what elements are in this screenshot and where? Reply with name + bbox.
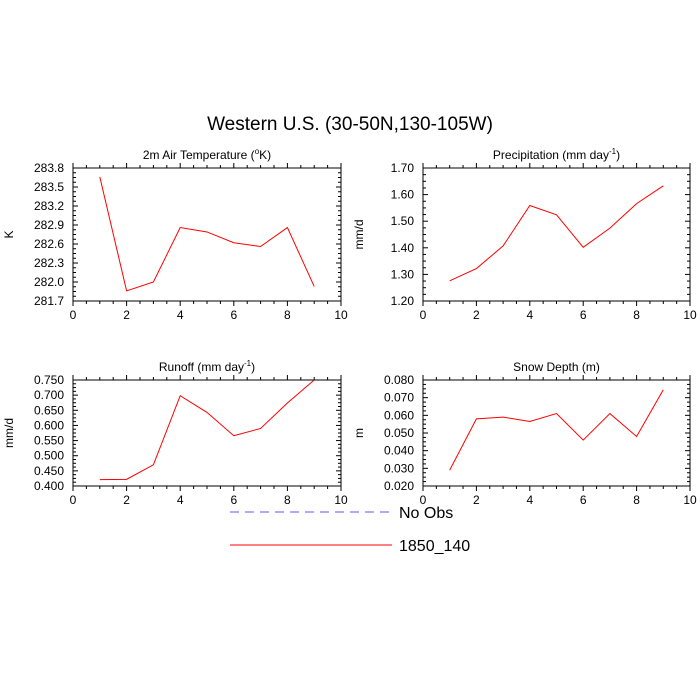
x-tick-label: 2 bbox=[123, 493, 130, 507]
panel-title-superscript: o bbox=[255, 147, 260, 156]
panel-title-main: 2m Air Temperature ( bbox=[143, 148, 255, 162]
panel-title-end: K) bbox=[259, 148, 271, 162]
y-tick-label: 282.3 bbox=[34, 256, 64, 270]
figure-title: Western U.S. (30-50N,130-105W) bbox=[207, 114, 493, 135]
panel-title-superscript: -1 bbox=[609, 147, 617, 156]
y-tick-label: 283.5 bbox=[34, 180, 64, 194]
x-tick-label: 6 bbox=[230, 493, 237, 507]
x-tick-label: 4 bbox=[526, 308, 533, 322]
panel-title-end: ) bbox=[251, 360, 255, 374]
x-tick-label: 0 bbox=[70, 493, 77, 507]
y-tick-label: 282.6 bbox=[34, 237, 64, 251]
series-line-1850-140 bbox=[99, 176, 315, 292]
x-tick-label: 8 bbox=[633, 493, 640, 507]
snow-depth-panel: Snow Depth (m) m 0.020 0.030 0.040 0.050 0.060… bbox=[352, 360, 697, 507]
y-tick-label: 1.50 bbox=[391, 214, 415, 228]
x-tick-label: 10 bbox=[683, 308, 697, 322]
y-tick-label: 283.8 bbox=[34, 161, 64, 175]
y-tick-label: 282.0 bbox=[34, 275, 64, 289]
panel-title: 2m Air Temperature (oK) bbox=[143, 147, 271, 162]
panel-title: Runoff (mm day-1) bbox=[159, 359, 255, 374]
x-tick-label: 0 bbox=[70, 308, 77, 322]
x-tick-label: 10 bbox=[334, 493, 348, 507]
x-tick-label: 2 bbox=[473, 493, 480, 507]
y-tick-label: 1.70 bbox=[391, 161, 415, 175]
x-tick-label: 10 bbox=[683, 493, 697, 507]
legend: No Obs 1850_140 bbox=[230, 505, 470, 555]
x-tick-label: 8 bbox=[633, 308, 640, 322]
x-tick-label: 6 bbox=[580, 308, 587, 322]
y-tick-label: 0.080 bbox=[384, 373, 414, 387]
panel-title-superscript: -1 bbox=[244, 359, 252, 368]
y-tick-label: 282.9 bbox=[34, 218, 64, 232]
y-tick-label: 0.700 bbox=[34, 388, 64, 402]
y-tick-label: 0.060 bbox=[384, 408, 414, 422]
y-tick-label: 0.650 bbox=[34, 403, 64, 417]
y-tick-label: 0.020 bbox=[384, 479, 414, 493]
y-tick-label: 0.600 bbox=[34, 418, 64, 432]
y-tick-label: 0.030 bbox=[384, 461, 414, 475]
y-tick-label: 1.20 bbox=[391, 294, 415, 308]
y-tick-label: 283.2 bbox=[34, 199, 64, 213]
panel-title: Snow Depth (m) bbox=[513, 360, 600, 374]
x-tick-label: 4 bbox=[526, 493, 533, 507]
series-line-1850-140 bbox=[449, 389, 664, 471]
y-tick-label: 1.40 bbox=[391, 241, 415, 255]
legend-label-no-obs: No Obs bbox=[399, 505, 453, 522]
y-axis-label: mm/d bbox=[2, 418, 16, 448]
series-line-1850-140 bbox=[99, 379, 315, 481]
y-tick-label: 0.500 bbox=[34, 449, 64, 463]
air-temperature-panel: 2m Air Temperature (oK) K 281.7 282.0 282.3 2… bbox=[2, 147, 348, 322]
y-tick-label: 0.040 bbox=[384, 444, 414, 458]
x-tick-label: 10 bbox=[334, 308, 348, 322]
plot-frame bbox=[72, 379, 342, 487]
y-tick-label: 1.30 bbox=[391, 267, 415, 281]
panel-title: Precipitation (mm day-1) bbox=[493, 147, 620, 162]
x-tick-label: 8 bbox=[284, 493, 291, 507]
x-tick-label: 0 bbox=[420, 308, 427, 322]
panel-title-end: ) bbox=[616, 148, 620, 162]
x-tick-label: 4 bbox=[177, 493, 184, 507]
precipitation-panel: Precipitation (mm day-1) mm/d 1.20 1.30 1.40… bbox=[352, 147, 697, 322]
panel-title-main: Snow Depth (m) bbox=[513, 360, 600, 374]
x-tick-label: 6 bbox=[580, 493, 587, 507]
y-tick-label: 1.60 bbox=[391, 188, 415, 202]
legend-label-1850-140: 1850_140 bbox=[399, 538, 470, 555]
x-tick-label: 0 bbox=[420, 493, 427, 507]
panel-title-main: Precipitation (mm day bbox=[493, 148, 609, 162]
x-tick-label: 8 bbox=[284, 308, 291, 322]
x-tick-label: 2 bbox=[123, 308, 130, 322]
y-tick-label: 0.450 bbox=[34, 464, 64, 478]
y-axis-label: K bbox=[2, 230, 16, 238]
x-tick-label: 4 bbox=[177, 308, 184, 322]
y-tick-label: 0.750 bbox=[34, 373, 64, 387]
x-tick-label: 6 bbox=[230, 308, 237, 322]
y-tick-label: 281.7 bbox=[34, 294, 64, 308]
runoff-panel: Runoff (mm day-1) mm/d 0.4000.4500.5000.55… bbox=[2, 359, 348, 507]
y-tick-label: 0.050 bbox=[384, 426, 414, 440]
y-tick-label: 0.550 bbox=[34, 434, 64, 448]
y-axis-label: m bbox=[352, 428, 366, 438]
plot-frame bbox=[422, 167, 691, 302]
series-line-1850-140 bbox=[449, 185, 664, 282]
panel-title-main: Runoff (mm day bbox=[159, 360, 244, 374]
y-tick-label: 0.070 bbox=[384, 391, 414, 405]
plot-frame bbox=[422, 379, 691, 487]
y-axis-label: mm/d bbox=[352, 220, 366, 250]
x-tick-label: 2 bbox=[473, 308, 480, 322]
y-tick-label: 0.400 bbox=[34, 479, 64, 493]
